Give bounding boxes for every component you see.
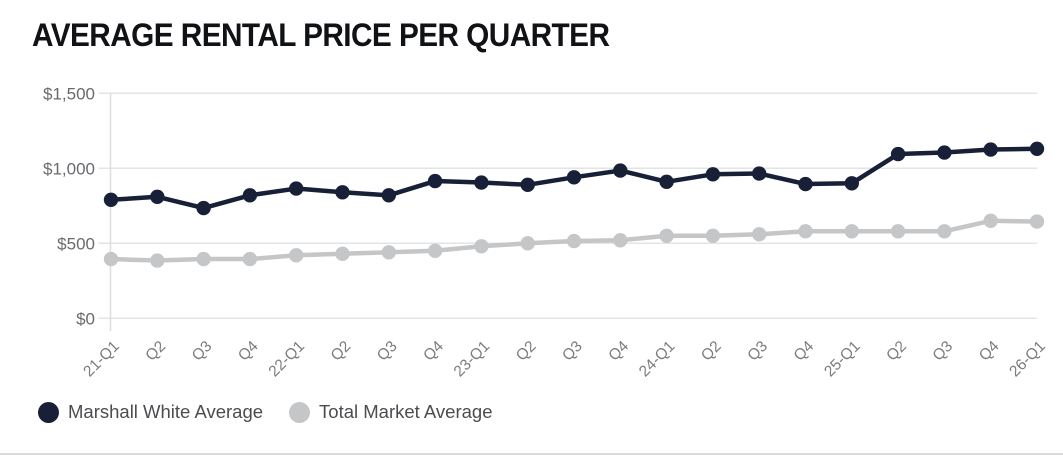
data-point-0 (844, 176, 859, 191)
data-point-0 (1029, 141, 1045, 156)
x-axis-tick-label: 21-Q1 (80, 338, 122, 380)
x-axis-tick-label: 26-Q1 (1006, 338, 1048, 380)
data-point-1 (705, 228, 721, 243)
x-axis-tick-label: Q2 (513, 338, 540, 365)
data-point-0 (242, 188, 258, 203)
bottom-divider (0, 453, 1063, 455)
legend-marker-marshall-white-icon (38, 401, 59, 423)
legend-label-marshall-white: Marshall White Average (68, 401, 264, 422)
data-point-1 (1029, 214, 1045, 229)
y-axis-tick-label: $1,500 (43, 84, 95, 103)
x-axis-tick-label: Q4 (420, 338, 447, 365)
data-point-0 (890, 146, 906, 162)
data-point-0 (983, 142, 998, 157)
data-point-1 (103, 251, 119, 267)
y-axis-tick-label: $500 (57, 234, 95, 253)
data-point-0 (103, 192, 119, 207)
data-point-0 (566, 170, 582, 185)
x-axis-tick-label: Q2 (142, 338, 169, 365)
data-point-0 (474, 175, 489, 190)
x-axis-tick-label: Q4 (976, 338, 1003, 365)
x-axis-tick-label: Q4 (791, 338, 818, 365)
data-point-0 (289, 181, 304, 196)
legend-item-marshall-white: Marshall White Average (38, 401, 263, 423)
data-point-0 (613, 163, 628, 178)
data-point-1 (150, 253, 165, 268)
data-point-0 (798, 176, 813, 192)
x-axis-tick-label: 22-Q1 (266, 338, 308, 380)
data-point-1 (427, 243, 443, 258)
data-point-1 (566, 233, 582, 249)
y-axis-tick-label: $0 (76, 309, 95, 328)
data-point-1 (289, 248, 304, 263)
data-point-1 (613, 233, 628, 248)
y-axis-tick-label: $1,000 (43, 159, 95, 178)
data-point-0 (659, 174, 674, 189)
data-point-0 (196, 200, 211, 216)
x-axis-tick-label: Q3 (744, 338, 771, 365)
x-axis-tick-label: Q2 (698, 338, 725, 365)
data-point-1 (937, 224, 952, 239)
data-point-0 (752, 166, 767, 181)
x-axis-tick-label: 23-Q1 (451, 338, 493, 380)
legend-label-total-market: Total Market Average (319, 401, 493, 422)
data-point-1 (844, 224, 859, 239)
data-point-1 (335, 246, 350, 261)
chart-legend: Marshall White Average Total Market Aver… (38, 401, 492, 423)
x-axis-tick-label: Q3 (559, 338, 586, 365)
x-axis-tick-label: Q2 (883, 338, 910, 365)
data-point-0 (705, 167, 721, 182)
data-point-1 (196, 251, 211, 267)
x-axis-tick-label: Q3 (374, 338, 401, 365)
data-point-1 (242, 251, 258, 267)
chart-title: AVERAGE RENTAL PRICE PER QUARTER (32, 17, 610, 53)
data-point-0 (381, 188, 396, 203)
data-point-0 (335, 185, 350, 200)
data-point-0 (150, 189, 165, 204)
data-point-1 (752, 227, 767, 242)
data-point-1 (983, 213, 998, 228)
x-axis-tick-label: 25-Q1 (821, 338, 863, 380)
data-point-1 (474, 239, 489, 254)
x-axis-tick-label: Q4 (235, 338, 262, 365)
x-axis-tick-label: Q3 (189, 338, 216, 365)
data-point-1 (381, 245, 396, 260)
legend-marker-total-market-icon (289, 401, 311, 423)
data-point-1 (798, 224, 813, 239)
data-point-1 (520, 236, 535, 251)
legend-item-total-market: Total Market Average (289, 401, 492, 423)
data-point-0 (937, 145, 952, 160)
data-point-0 (427, 173, 443, 189)
x-axis-tick-label: Q2 (328, 338, 355, 365)
data-point-1 (890, 224, 906, 239)
x-axis-tick-label: Q3 (930, 338, 957, 365)
data-point-0 (520, 177, 535, 192)
x-axis-tick-label: 24-Q1 (636, 338, 678, 380)
x-axis-tick-label: Q4 (605, 338, 632, 365)
data-point-1 (659, 228, 674, 243)
